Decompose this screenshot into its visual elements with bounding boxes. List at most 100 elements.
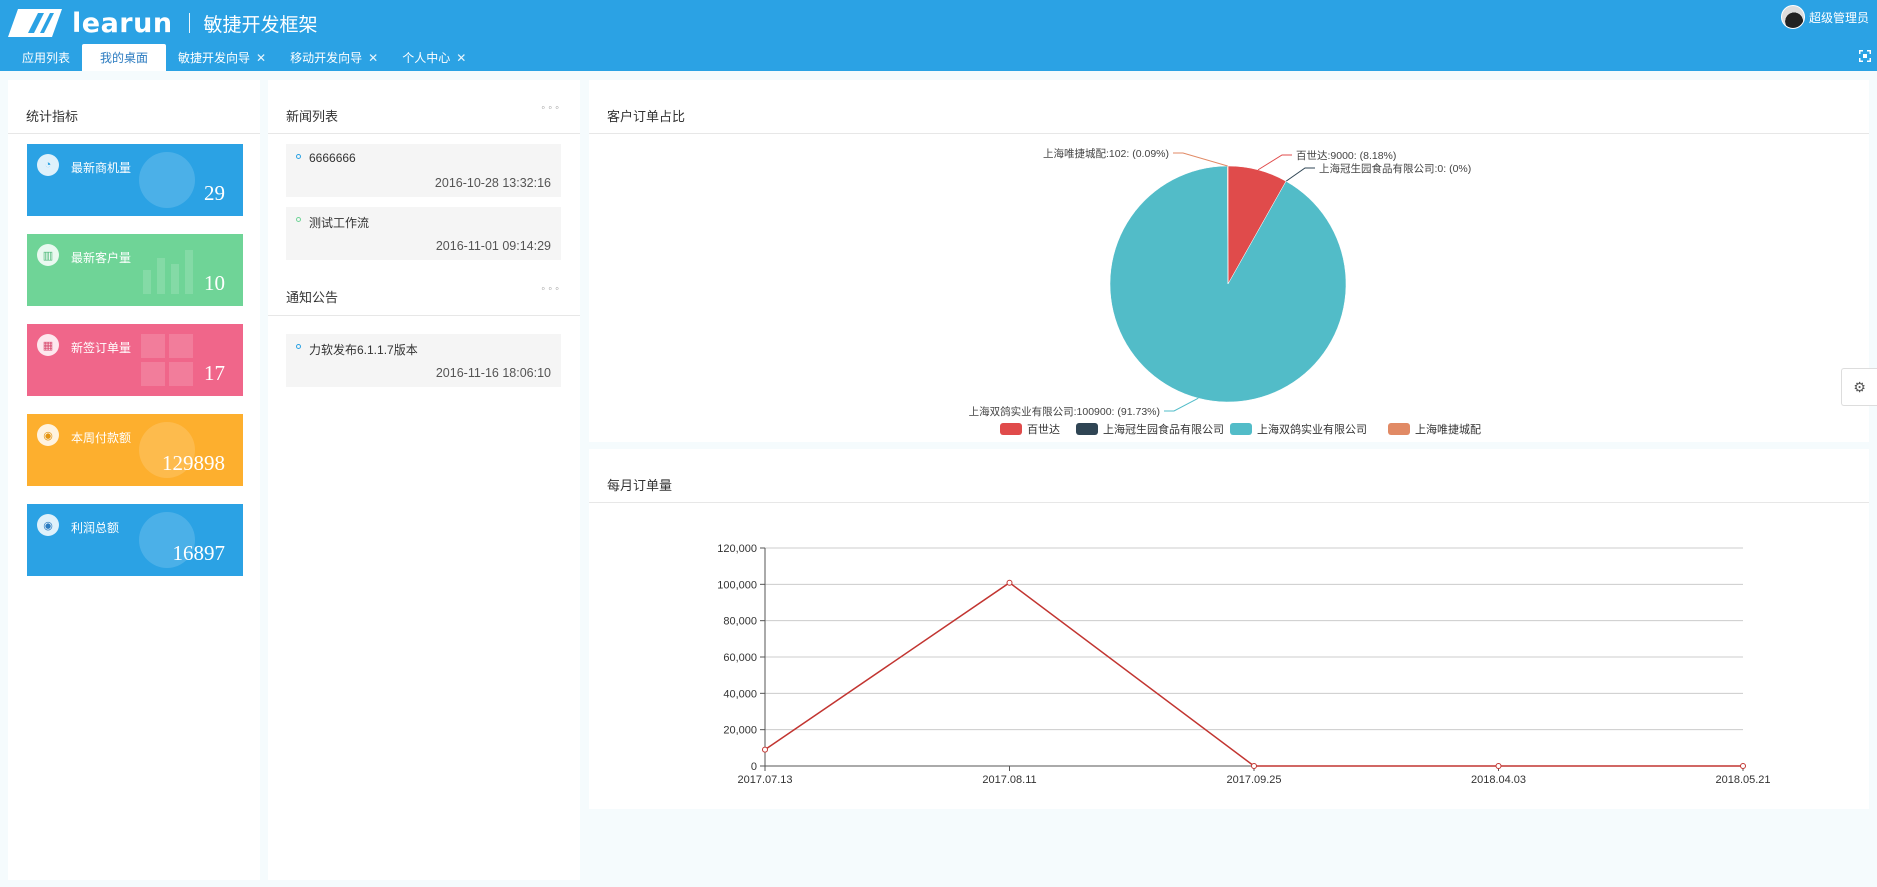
tab-label: 敏捷开发向导 [178, 51, 251, 65]
settings-gear-icon[interactable]: ⚙ [1841, 368, 1877, 406]
brand-subtitle: 敏捷开发框架 [203, 14, 318, 36]
pie-chart-icon: ◔ [37, 154, 59, 176]
tab-label: 移动开发向导 [290, 51, 363, 65]
notice-date: 2016-11-16 18:06:10 [435, 366, 551, 380]
stats-panel-title: 统计指标 [26, 109, 79, 124]
stat-card-total-profit[interactable]: ◉ 利润总额 16897 [27, 504, 243, 576]
tab-personal-center[interactable]: 个人中心 ✕ [390, 44, 478, 71]
tab-label: 应用列表 [22, 51, 71, 65]
news-date: 2016-11-01 09:14:29 [435, 239, 551, 253]
pie-slice-label: 上海冠生园食品有限公司:0: (0%) [1319, 162, 1471, 175]
stat-card-opportunities[interactable]: ◔ 最新商机量 29 [27, 144, 243, 216]
close-icon[interactable]: ✕ [456, 50, 467, 65]
y-tick-label: 80,000 [723, 616, 757, 628]
logo-divider [188, 13, 190, 33]
y-tick-label: 120,000 [717, 543, 757, 555]
user-name: 超级管理员 [1808, 10, 1869, 25]
pie-legend: 百世达 上海冠生园食品有限公司 上海双鸽实业有限公司 上海唯捷城配 [1000, 422, 1481, 436]
data-point[interactable] [762, 746, 768, 753]
y-tick-label: 100,000 [717, 579, 757, 591]
stat-value: 129898 [162, 451, 225, 475]
legend-swatch[interactable] [1230, 423, 1252, 435]
data-point[interactable] [1740, 763, 1746, 769]
data-point[interactable] [1251, 763, 1257, 769]
tab-my-desktop[interactable]: 我的桌面 [82, 44, 167, 71]
stat-label: 新签订单量 [71, 341, 132, 355]
windows-watermark-icon [141, 334, 193, 386]
top-bar: learun 敏捷开发框架 超级管理员 应用列表 我的桌面 敏捷开发向导 ✕ 移动… [0, 0, 1877, 71]
fullscreen-icon[interactable] [1859, 50, 1871, 62]
panel-divider [589, 133, 1869, 134]
tab-app-list[interactable]: 应用列表 [10, 44, 82, 71]
stat-value: 16897 [172, 541, 226, 565]
earth-watermark-icon [139, 512, 195, 568]
list-item[interactable]: 力软发布6.1.1.7版本 2016-11-16 18:06:10 [286, 334, 561, 387]
legend-label[interactable]: 上海唯捷城配 [1415, 422, 1481, 436]
pie-slice-label: 百世达:9000: (8.18%) [1296, 150, 1396, 162]
legend-swatch[interactable] [1076, 423, 1098, 435]
panel-divider [8, 133, 260, 134]
app-logo[interactable]: learun 敏捷开发框架 [8, 8, 318, 39]
legend-label[interactable]: 上海双鸽实业有限公司 [1257, 422, 1367, 436]
pie-label-line [1285, 167, 1315, 182]
bar-chart-icon: ▥ [37, 244, 59, 266]
stat-label: 最新商机量 [71, 161, 132, 175]
tab-mobile-wizard[interactable]: 移动开发向导 ✕ [278, 44, 390, 71]
earth-icon: ◉ [37, 514, 59, 536]
x-tick-label: 2018.05.21 [1715, 774, 1770, 786]
news-date: 2016-10-28 13:32:16 [434, 176, 551, 190]
y-tick-label: 40,000 [723, 688, 757, 700]
user-menu[interactable]: 超级管理员 [1780, 5, 1869, 29]
stat-card-customers[interactable]: ▥ 最新客户量 10 [27, 234, 243, 306]
stat-label: 利润总额 [71, 521, 120, 535]
notices-more-icon[interactable]: ◦◦◦ [541, 283, 562, 295]
stat-label: 本周付款额 [71, 431, 132, 445]
line-chart-panel: 每月订单量 0 20,000 40,000 60,000 80,000 100,000 12… [589, 449, 1869, 809]
legend-label[interactable]: 上海冠生园食品有限公司 [1103, 422, 1224, 436]
line-chart: 0 20,000 40,000 60,000 80,000 100,000 120,000 2… [717, 543, 1770, 786]
pie-chart-panel: 客户订单占比 百世达:9000: (8.18%) 上海冠生园食品有限公司:0: (… [589, 80, 1869, 442]
panel-divider [589, 502, 1869, 503]
pie-label-line [1257, 154, 1292, 171]
stat-card-orders[interactable]: ▦ 新签订单量 17 [27, 324, 243, 396]
legend-swatch[interactable] [1000, 423, 1022, 435]
page-tabs: 应用列表 我的桌面 敏捷开发向导 ✕ 移动开发向导 ✕ 个人中心 ✕ [10, 44, 478, 71]
legend-swatch[interactable] [1388, 423, 1410, 435]
x-tick-label: 2017.09.25 [1226, 774, 1281, 786]
pie-slice-label: 上海唯捷城配:102: (0.09%) [1043, 147, 1169, 160]
legend-label[interactable]: 百世达 [1027, 423, 1060, 436]
bullet-icon [296, 154, 301, 159]
pie-slice-label: 上海双鸽实业有限公司:100900: (91.73%) [969, 405, 1160, 418]
bullet-icon [296, 344, 301, 349]
tab-agile-wizard[interactable]: 敏捷开发向导 ✕ [166, 44, 278, 71]
news-title: 测试工作流 [309, 216, 370, 230]
data-point[interactable] [1495, 763, 1502, 769]
close-icon[interactable]: ✕ [256, 50, 267, 65]
stat-card-weekly-payments[interactable]: ◉ 本周付款额 129898 [27, 414, 243, 486]
globe-watermark-icon [139, 422, 195, 478]
panel-divider [268, 133, 580, 134]
y-tick-label: 20,000 [723, 725, 757, 737]
pie-label-line [1173, 152, 1228, 167]
stat-value: 10 [204, 271, 225, 295]
close-icon[interactable]: ✕ [368, 50, 379, 65]
x-tick-label: 2017.07.13 [737, 774, 792, 786]
news-panel: 新闻列表 ◦◦◦ 6666666 2016-10-28 13:32:16 测试工… [268, 80, 580, 880]
list-item[interactable]: 测试工作流 2016-11-01 09:14:29 [286, 207, 561, 260]
y-tick-label: 0 [751, 761, 757, 773]
x-tick-label: 2018.04.03 [1471, 774, 1526, 786]
bullet-icon [296, 217, 301, 222]
news-more-icon[interactable]: ◦◦◦ [541, 102, 562, 114]
line-chart-title: 每月订单量 [607, 478, 673, 493]
data-point[interactable] [1006, 579, 1013, 586]
notices-panel-title: 通知公告 [286, 290, 339, 305]
panel-divider [268, 315, 580, 316]
logo-mark-icon [8, 9, 62, 37]
stat-value: 17 [204, 361, 225, 385]
pie-chart: 百世达:9000: (8.18%)上海冠生园食品有限公司:0: (0%) 上海双鸽… [969, 147, 1481, 436]
list-item[interactable]: 6666666 2016-10-28 13:32:16 [286, 144, 561, 197]
news-title: 6666666 [309, 151, 356, 165]
pie-chart-title: 客户订单占比 [607, 109, 686, 124]
pie-chart-watermark-icon [139, 152, 195, 208]
y-tick-label: 60,000 [723, 652, 757, 664]
